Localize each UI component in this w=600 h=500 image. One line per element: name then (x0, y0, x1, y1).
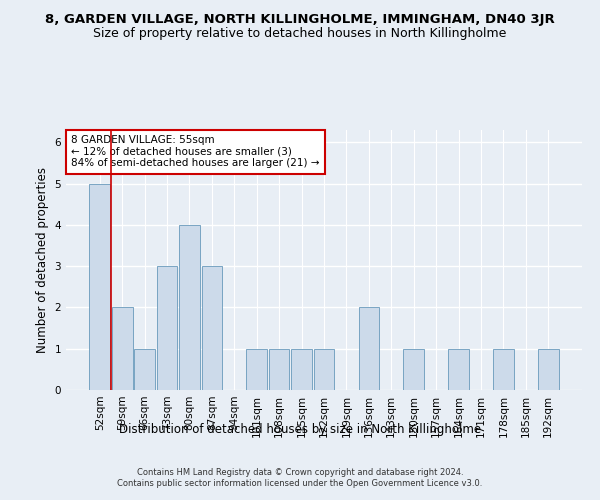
Text: 8 GARDEN VILLAGE: 55sqm
← 12% of detached houses are smaller (3)
84% of semi-det: 8 GARDEN VILLAGE: 55sqm ← 12% of detache… (71, 135, 320, 168)
Text: Size of property relative to detached houses in North Killingholme: Size of property relative to detached ho… (94, 28, 506, 40)
Bar (134, 348, 155, 390)
Bar (359, 308, 379, 390)
Bar (112, 308, 133, 390)
Bar (291, 348, 312, 390)
Bar (179, 225, 200, 390)
Bar (403, 348, 424, 390)
Bar (202, 266, 222, 390)
Text: 8, GARDEN VILLAGE, NORTH KILLINGHOLME, IMMINGHAM, DN40 3JR: 8, GARDEN VILLAGE, NORTH KILLINGHOLME, I… (45, 12, 555, 26)
Bar (448, 348, 469, 390)
Bar (157, 266, 178, 390)
Text: Contains HM Land Registry data © Crown copyright and database right 2024.
Contai: Contains HM Land Registry data © Crown c… (118, 468, 482, 487)
Y-axis label: Number of detached properties: Number of detached properties (36, 167, 49, 353)
Bar (247, 348, 267, 390)
Bar (89, 184, 110, 390)
Bar (314, 348, 334, 390)
Bar (538, 348, 559, 390)
Text: Distribution of detached houses by size in North Killingholme: Distribution of detached houses by size … (119, 422, 481, 436)
Bar (269, 348, 289, 390)
Bar (493, 348, 514, 390)
